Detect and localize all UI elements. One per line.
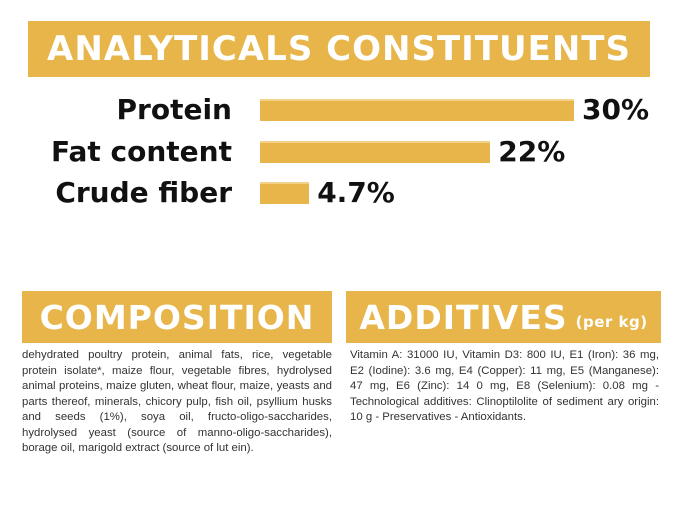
additives-banner: ADDITIVES (per kg) [346,291,661,343]
fat-label: Fat content [51,135,232,168]
protein-bar [260,99,574,121]
fiber-bar [260,182,310,204]
fiber-label: Crude fiber [55,176,232,209]
additives-text: Vitamin A: 31000 IU, Vitamin D3: 800 IU,… [350,349,659,423]
analytical-title: ANALYTICALS CONSTITUENTS [47,29,631,69]
protein-label-row: Protein [40,94,232,126]
additives-subtitle: (per kg) [575,313,648,331]
composition-text: dehydrated poultry protein, animal fats,… [22,349,332,454]
fiber-label-row: Crude fiber [40,177,232,209]
fiber-value: 4.7% [317,176,395,209]
analytical-constituents-banner: ANALYTICALS CONSTITUENTS [28,21,650,77]
fat-value: 22% [498,135,566,168]
protein-label: Protein [116,93,232,126]
composition-banner: COMPOSITION [22,291,332,343]
fat-label-row: Fat content [40,136,232,168]
fat-bar [260,141,491,163]
additives-title: ADDITIVES [359,297,568,337]
composition-title: COMPOSITION [39,297,315,337]
protein-value: 30% [582,93,650,126]
